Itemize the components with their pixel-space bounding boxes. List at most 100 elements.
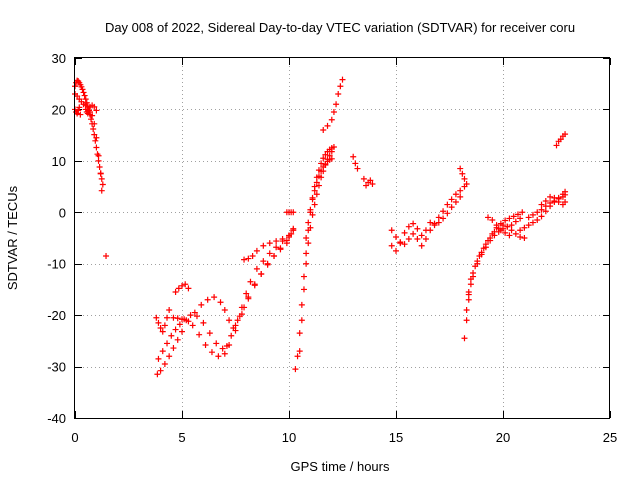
data-point [238,311,245,318]
data-point [75,107,82,114]
data-point [99,181,106,188]
data-point [470,273,477,280]
data-point [452,199,459,205]
data-point [307,206,314,213]
data-point [517,233,524,240]
series-t10-flat [283,209,297,216]
data-point [457,193,464,200]
data-point [245,255,252,262]
data-point [422,227,429,234]
data-point [232,322,239,329]
data-point [322,151,329,158]
data-point [562,191,569,198]
data-point [529,211,536,218]
data-point [557,136,564,143]
data-point [226,317,233,324]
data-point [542,208,549,215]
data-point [405,236,412,243]
data-point [303,250,310,257]
data-point [315,173,322,180]
data-point [401,229,408,236]
data-point [313,179,320,186]
data-point [159,348,166,355]
data-point [182,281,189,288]
data-point [410,220,417,227]
data-point [431,222,438,229]
data-point [463,181,470,187]
data-point [369,181,376,187]
data-point [463,307,470,313]
y-tick-label: -10 [47,257,66,272]
data-point [279,236,286,243]
data-point [506,215,513,222]
data-point [79,86,86,93]
data-point [393,247,399,254]
series-arc-e [153,307,173,335]
data-point [196,331,203,338]
data-point [290,225,297,232]
series-t19-cross [485,214,513,239]
data-point [311,187,318,194]
series-t0-3 [72,102,100,118]
data-point [232,327,239,334]
data-point [418,232,425,239]
data-point [217,299,224,306]
series-arc-d [172,281,192,295]
y-tick-label: 10 [52,154,66,169]
data-point [461,175,468,182]
data-point [414,236,421,243]
data-point [352,160,359,167]
data-point [93,134,100,141]
data-point [517,227,524,234]
x-tick-label: 25 [603,430,617,445]
data-point [489,217,496,223]
data-point [339,76,346,83]
data-point [318,168,325,175]
data-point [482,244,489,251]
data-point [463,317,470,324]
data-point [547,193,554,200]
data-point [542,197,549,204]
data-point [221,350,228,357]
data-point [521,224,528,231]
data-point [288,230,295,237]
data-point [166,353,173,360]
data-point [459,170,466,177]
data-point [264,260,271,267]
data-point [405,223,412,230]
data-point [174,336,181,343]
data-point [81,92,88,99]
data-point [303,260,310,267]
data-point [208,349,215,356]
data-point [493,222,500,229]
data-point [292,366,299,373]
data-point [91,131,98,138]
data-point [363,182,370,189]
y-tick-label: 30 [52,51,66,66]
data-point [512,230,519,237]
data-point [91,120,98,127]
data-point [92,137,99,144]
data-point [538,206,545,213]
data-point [166,307,173,313]
data-point [176,321,183,328]
data-point [191,309,198,316]
data-point [172,326,179,333]
data-point [155,319,162,326]
data-point [478,251,485,258]
data-point [253,265,260,272]
data-point [510,213,517,220]
chart-title: Day 008 of 2022, Sidereal Day-to-day VTE… [105,20,575,35]
data-point [168,332,175,339]
series-t21-23b [525,191,569,221]
series-t15-18b [388,193,464,254]
data-point [448,204,455,211]
data-point [497,227,504,234]
data-point [202,341,209,348]
data-point [320,155,327,162]
data-point [538,201,545,208]
data-point [320,164,327,171]
data-point [467,281,474,288]
data-point [251,282,258,289]
data-point [286,233,292,240]
